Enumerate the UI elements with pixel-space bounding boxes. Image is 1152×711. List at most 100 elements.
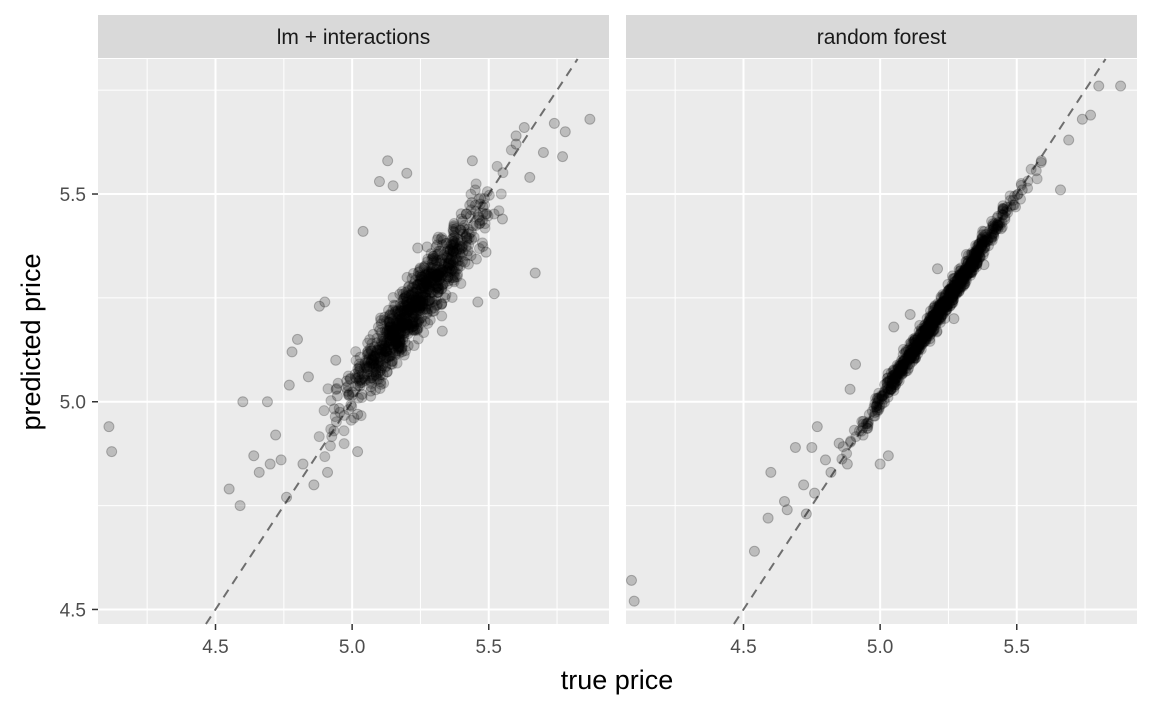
scatter-point bbox=[391, 307, 403, 319]
scatter-point bbox=[584, 113, 596, 125]
scatter-point bbox=[929, 316, 941, 328]
scatter-point bbox=[409, 300, 421, 312]
scatter-point bbox=[408, 304, 420, 316]
scatter-point bbox=[393, 332, 405, 344]
scatter-point bbox=[419, 276, 431, 288]
scatter-point bbox=[283, 379, 295, 391]
scatter-point bbox=[443, 253, 455, 265]
scatter-point bbox=[365, 390, 377, 402]
scatter-point bbox=[436, 253, 448, 265]
scatter-point bbox=[414, 273, 426, 285]
scatter-point bbox=[355, 374, 367, 386]
scatter-point bbox=[393, 332, 405, 344]
scatter-point bbox=[385, 350, 397, 362]
scatter-point bbox=[373, 176, 385, 188]
scatter-point bbox=[297, 458, 309, 470]
scatter-point bbox=[869, 410, 881, 422]
scatter-point bbox=[434, 255, 446, 267]
scatter-point bbox=[360, 361, 372, 373]
scatter-point bbox=[396, 286, 408, 298]
scatter-point bbox=[291, 333, 303, 345]
scatter-point bbox=[367, 328, 379, 340]
scatter-point bbox=[421, 307, 433, 319]
scatter-point bbox=[415, 299, 427, 311]
scatter-point bbox=[452, 233, 464, 245]
scatter-point bbox=[411, 323, 423, 335]
scatter-point bbox=[473, 211, 485, 223]
scatter-point bbox=[965, 257, 977, 269]
scatter-point bbox=[370, 366, 382, 378]
scatter-point bbox=[366, 371, 378, 383]
scatter-point bbox=[400, 318, 412, 330]
scatter-point bbox=[403, 322, 415, 334]
scatter-point bbox=[375, 344, 387, 356]
scatter-point bbox=[426, 296, 438, 308]
scatter-point bbox=[394, 333, 406, 345]
scatter-point bbox=[456, 235, 468, 247]
scatter-point bbox=[437, 278, 449, 290]
scatter-point bbox=[419, 315, 431, 327]
scatter-point bbox=[365, 356, 377, 368]
scatter-point bbox=[455, 277, 467, 289]
scatter-point bbox=[375, 351, 387, 363]
scatter-point bbox=[354, 363, 366, 375]
scatter-point bbox=[401, 271, 413, 283]
scatter-point bbox=[390, 305, 402, 317]
scatter-point bbox=[435, 272, 447, 284]
scatter-point bbox=[354, 380, 366, 392]
scatter-point bbox=[537, 146, 549, 158]
scatter-point bbox=[366, 338, 378, 350]
scatter-point bbox=[380, 352, 392, 364]
scatter-point bbox=[841, 458, 853, 470]
scatter-point bbox=[420, 290, 432, 302]
scatter-point bbox=[374, 382, 386, 394]
scatter-point bbox=[383, 328, 395, 340]
scatter-point bbox=[427, 252, 439, 264]
scatter-point bbox=[253, 466, 265, 478]
scatter-point bbox=[381, 334, 393, 346]
scatter-point bbox=[460, 240, 472, 252]
scatter-point bbox=[375, 314, 387, 326]
scatter-point bbox=[978, 259, 990, 271]
scatter-point bbox=[383, 321, 395, 333]
scatter-point bbox=[455, 224, 467, 236]
scatter-point bbox=[387, 304, 399, 316]
scatter-point bbox=[382, 155, 394, 167]
scatter-point bbox=[378, 335, 390, 347]
scatter-point bbox=[408, 298, 420, 310]
scatter-point bbox=[448, 230, 460, 242]
scatter-point bbox=[358, 370, 370, 382]
scatter-point bbox=[377, 333, 389, 345]
scatter-point bbox=[402, 310, 414, 322]
scatter-point bbox=[421, 306, 433, 318]
scatter-point bbox=[401, 307, 413, 319]
scatter-point bbox=[386, 329, 398, 341]
scatter-point bbox=[463, 228, 475, 240]
scatter-point bbox=[381, 345, 393, 357]
panel-random-forest: random forest bbox=[625, 15, 1137, 625]
scatter-point bbox=[461, 233, 473, 245]
scatter-point bbox=[419, 260, 431, 272]
scatter-point bbox=[891, 374, 903, 386]
scatter-point bbox=[448, 246, 460, 258]
scatter-point bbox=[365, 345, 377, 357]
scatter-point bbox=[456, 255, 468, 267]
scatter-point bbox=[387, 292, 399, 304]
scatter-point bbox=[1054, 184, 1066, 196]
scatter-point bbox=[452, 255, 464, 267]
scatter-point bbox=[455, 208, 467, 220]
scatter-point bbox=[437, 239, 449, 251]
scatter-point bbox=[466, 155, 478, 167]
scatter-point bbox=[421, 277, 433, 289]
scatter-point bbox=[447, 245, 459, 257]
scatter-point bbox=[459, 219, 471, 231]
scatter-point bbox=[419, 272, 431, 284]
scatter-point bbox=[405, 288, 417, 300]
scatter-point bbox=[394, 313, 406, 325]
scatter-point bbox=[427, 250, 439, 262]
scatter-point bbox=[334, 406, 346, 418]
scatter-point bbox=[414, 296, 426, 308]
scatter-point bbox=[391, 316, 403, 328]
scatter-point bbox=[426, 274, 438, 286]
scatter-point bbox=[362, 337, 374, 349]
